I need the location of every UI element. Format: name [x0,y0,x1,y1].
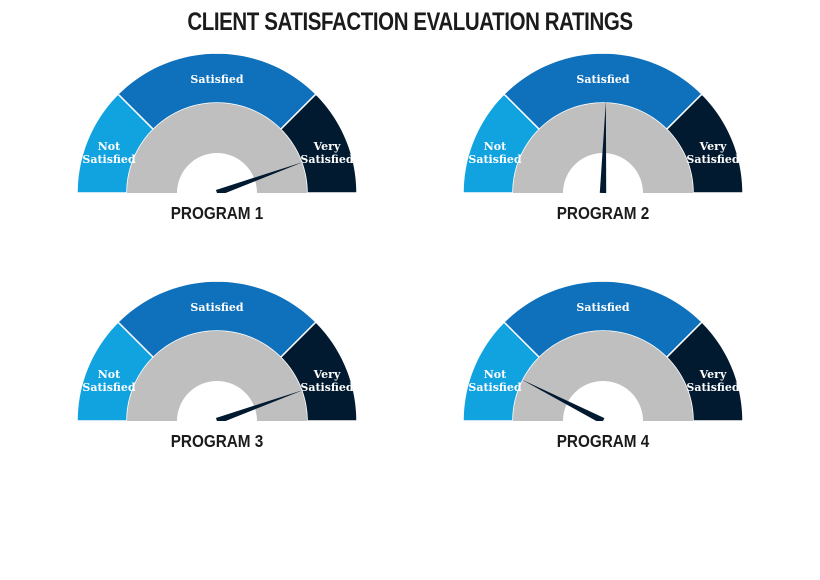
baseline-mask [461,421,745,427]
segment-label-satisfied: Satisfied [190,73,244,86]
segment-label-very-satisfied: Very Satisfied [300,368,354,394]
needle [215,389,304,425]
gauge-3: Not Satisfied Satisfied Very Satisfied PROGRA… [75,280,359,451]
gauge-4: Not Satisfied Satisfied Very Satisfied PROGRA… [461,280,745,451]
inner-ring [127,103,307,193]
gauge-label: PROGRAM 1 [171,203,264,223]
gauge-label: PROGRAM 3 [171,431,264,451]
segment-label-not-satisfied: Not Satisfied [468,140,522,166]
segment-label-very-satisfied: Very Satisfied [300,140,354,166]
baseline-mask [75,193,359,199]
inner-ring [127,331,307,421]
gauge-1: Not Satisfied Satisfied Very Satisfied PROGRA… [75,52,359,223]
segment-label-not-satisfied: Not Satisfied [82,140,136,166]
segment-label-not-satisfied: Not Satisfied [82,368,136,394]
segment-label-not-satisfied: Not Satisfied [468,368,522,394]
segment-label-very-satisfied: Very Satisfied [686,140,740,166]
gauge-2: Not Satisfied Satisfied Very Satisfied PROGRA… [461,52,745,223]
segment-label-satisfied: Satisfied [190,301,244,314]
needle [599,101,607,194]
segment-label-satisfied: Satisfied [576,73,630,86]
needle [521,379,605,424]
segment-label-satisfied: Satisfied [576,301,630,314]
baseline-mask [461,193,745,199]
chart-title: CLIENT SATISFACTION EVALUATION RATINGS [187,8,633,36]
needle [215,161,304,197]
gauge-label: PROGRAM 4 [557,431,650,451]
gauge-label: PROGRAM 2 [557,203,650,223]
baseline-mask [75,421,359,427]
segment-label-very-satisfied: Very Satisfied [686,368,740,394]
